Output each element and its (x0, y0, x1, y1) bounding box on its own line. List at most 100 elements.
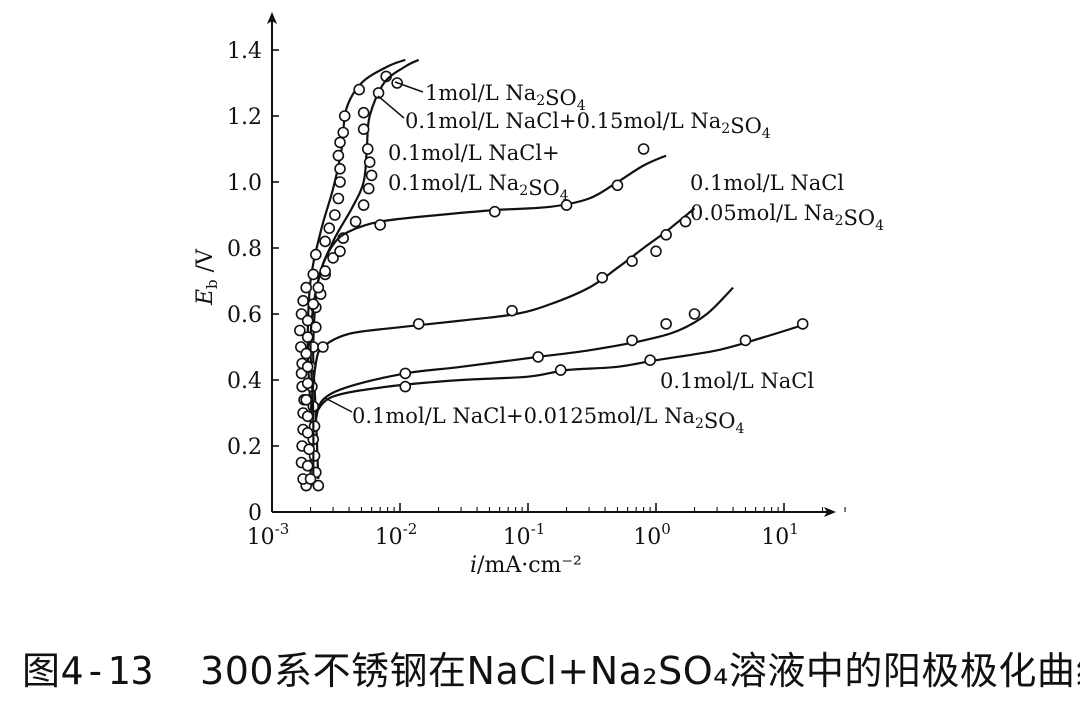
data-point (361, 143, 374, 155)
series-label-3: 0.1mol/L Na2SO4 (388, 171, 569, 204)
data-point (596, 271, 609, 284)
series-6 (314, 318, 809, 414)
x-tick-label: 10-1 (503, 520, 546, 550)
data-point (301, 360, 314, 373)
data-point (374, 219, 386, 231)
data-point (399, 367, 412, 380)
series-label-6: 0.1mol/L NaCl+0.0125mol/L Na2SO4 (352, 404, 745, 437)
y-tick-label: 0.8 (227, 237, 262, 262)
data-point (334, 245, 346, 258)
data-point (300, 281, 312, 294)
data-point (319, 235, 331, 248)
data-point (353, 83, 365, 96)
data-point (329, 209, 341, 221)
data-point (362, 182, 375, 195)
data-point (317, 341, 329, 353)
data-point (363, 156, 376, 168)
series-label-4: 0.05mol/L Na2SO4 (690, 201, 884, 234)
data-point (357, 106, 370, 119)
figure-caption: 图4-13 300系不锈钢在NaCl+Na₂SO₄溶液中的阳极极化曲线 (22, 640, 1080, 695)
data-point (312, 281, 325, 294)
data-point (327, 252, 339, 264)
x-tick-label: 101 (761, 520, 799, 550)
data-point (372, 87, 385, 99)
label-leader-line (377, 95, 405, 119)
chart-series (294, 58, 809, 492)
chart-ticks: 0 0.2 0.4 0.6 0.8 1.0 1.2 1.4 10-3 10-2 10-1 100 101 (227, 39, 846, 550)
series-4 (309, 207, 696, 414)
x-tick-label: 10-3 (247, 520, 290, 550)
series-5 (314, 286, 734, 420)
y-tick-label: 1.0 (227, 171, 262, 196)
y-tick-label: 1.4 (227, 39, 262, 64)
data-point (301, 377, 314, 390)
data-point (319, 265, 331, 277)
data-point (338, 110, 351, 122)
data-point (300, 393, 312, 406)
data-point (297, 294, 309, 307)
data-point (334, 176, 346, 188)
figure-number: 图4-13 (22, 649, 155, 693)
data-point (626, 255, 638, 268)
data-point (644, 354, 656, 367)
data-point (611, 179, 624, 192)
data-point (560, 199, 573, 211)
data-point (626, 334, 638, 347)
data-point (357, 199, 370, 211)
data-point (301, 459, 314, 472)
data-point (308, 420, 321, 433)
data-point (303, 443, 315, 456)
data-point (294, 324, 306, 337)
data-point (739, 334, 752, 347)
data-point (337, 126, 350, 139)
series-label-1: 1mol/L Na2SO4 (425, 81, 586, 114)
data-point (679, 215, 692, 228)
figure-caption-text: 300系不锈钢在NaCl+Na₂SO₄溶液中的阳极极化曲线 (200, 649, 1080, 693)
series-label-3: 0.1mol/L NaCl+ (388, 141, 560, 165)
data-point (365, 169, 378, 182)
data-point (660, 229, 672, 241)
chart-axis-titles: i/mA·cm⁻² Eb /V (193, 248, 582, 578)
series-label-5: 0.1mol/L NaCl (660, 369, 814, 393)
data-point (304, 473, 317, 485)
data-point (334, 163, 346, 175)
label-leader-line (394, 81, 424, 93)
data-point (532, 351, 544, 363)
polarization-chart: 0 0.2 0.4 0.6 0.8 1.0 1.2 1.4 10-3 10-2 10-1 100 101… (193, 12, 884, 578)
data-point (506, 304, 518, 317)
y-tick-label: 0 (248, 501, 262, 526)
data-point (650, 245, 662, 258)
y-tick-label: 0.2 (227, 435, 262, 460)
data-point (301, 426, 314, 439)
data-point (310, 248, 322, 261)
data-point (332, 192, 345, 205)
data-point (301, 410, 314, 423)
data-point (688, 308, 701, 320)
data-point (300, 347, 312, 360)
series-3 (300, 143, 667, 486)
x-axis-title: i/mA·cm⁻² (470, 553, 582, 578)
data-point (554, 364, 567, 376)
y-axis-title: Eb /V (193, 248, 221, 306)
data-point (301, 314, 314, 327)
x-tick-label: 100 (633, 520, 671, 550)
y-tick-label: 0.4 (227, 369, 262, 394)
series-line (306, 58, 406, 480)
data-point (399, 380, 412, 393)
data-point (412, 318, 425, 330)
chart-axes (267, 12, 836, 517)
data-point (332, 149, 345, 162)
series-label-4: 0.1mol/L NaCl (690, 171, 844, 195)
y-tick-label: 1.2 (227, 105, 262, 130)
data-point (301, 331, 314, 343)
data-point (323, 222, 336, 234)
data-point (334, 136, 346, 149)
series-label-2: 0.1mol/L NaCl+0.15mol/L Na2SO4 (405, 109, 771, 142)
data-point (660, 318, 672, 330)
series-line (314, 286, 734, 420)
data-point (488, 205, 501, 218)
data-point (307, 268, 320, 281)
data-point (796, 318, 809, 330)
data-point (349, 215, 362, 228)
